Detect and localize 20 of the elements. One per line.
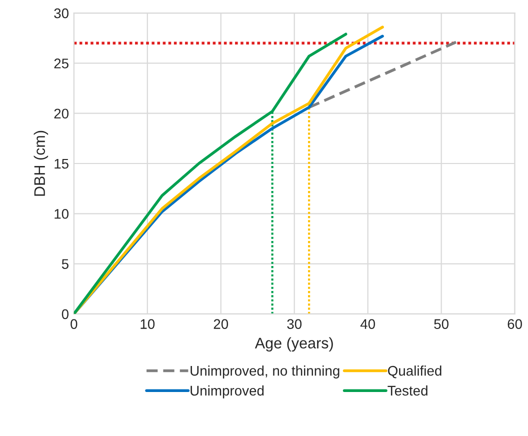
y-tick-label: 15	[54, 158, 68, 169]
y-tick-label: 25	[54, 58, 68, 68]
y-tick-label: 10	[54, 208, 69, 219]
y-tick-label: 5	[62, 259, 68, 269]
x-tick-label: 20	[214, 319, 228, 329]
legend-label: Unimproved	[190, 385, 264, 398]
legend-label: Unimproved, no thinning	[190, 366, 340, 378]
legend-label: Tested	[388, 385, 428, 396]
y-tick-label: 30	[54, 8, 69, 18]
x-tick-label: 40	[360, 319, 376, 329]
x-tick-label: 10	[140, 319, 155, 329]
x-tick-label: 0	[70, 319, 78, 329]
y-tick-label: 0	[62, 309, 69, 320]
x-axis-title: Age (years)	[254, 337, 333, 352]
x-tick-label: 30	[287, 319, 302, 329]
y-tick-label: 20	[54, 108, 69, 119]
legend-label: Qualified	[388, 366, 442, 378]
x-tick-label: 50	[434, 319, 448, 329]
y-axis-title: DBH (cm)	[34, 130, 48, 196]
x-tick-label: 60	[508, 319, 522, 329]
